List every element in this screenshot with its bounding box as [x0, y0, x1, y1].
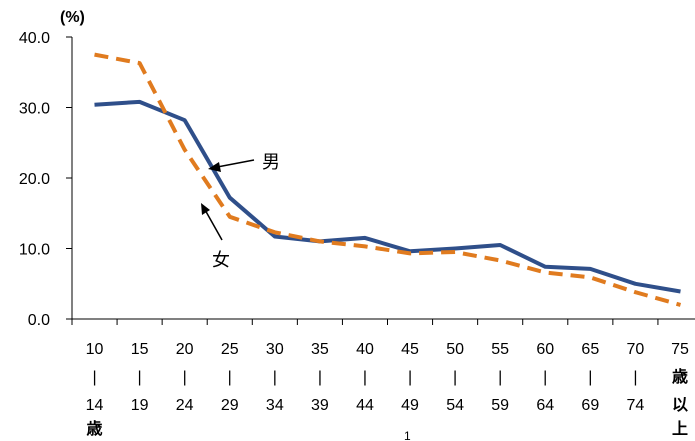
- x-category-label-part: 39: [311, 397, 329, 414]
- x-category-label: 50 | 54: [446, 341, 464, 414]
- x-category-label-part: 60: [536, 341, 554, 358]
- female-arrow: [203, 207, 223, 241]
- x-category-label-part: 59: [491, 397, 509, 414]
- x-category-label-part: 75: [671, 341, 689, 358]
- x-category-label-part: 14: [86, 397, 104, 414]
- x-category-label-part: |: [138, 369, 142, 386]
- x-category-label-part: 歳: [672, 367, 688, 386]
- x-category-label-part: 44: [356, 397, 374, 414]
- x-category-label-part: 20: [176, 341, 194, 358]
- x-category-label-part: |: [408, 369, 412, 386]
- x-category-label: 30 | 34: [266, 341, 284, 414]
- x-category-label-part: |: [92, 369, 96, 386]
- x-category-label-part: 24: [176, 397, 194, 414]
- female-arrowhead-icon: [201, 203, 210, 215]
- male-label: 男: [262, 152, 280, 173]
- x-category-label-part: 49: [401, 397, 419, 414]
- y-tick-label: 10.0: [19, 242, 50, 259]
- x-category-label-part: 29: [221, 397, 239, 414]
- y-tick-label: 20.0: [19, 171, 50, 188]
- y-tick-label: 40.0: [19, 30, 50, 47]
- x-category-label: 10 | 14 歳: [86, 341, 104, 438]
- x-category-label: 75 歳以上: [671, 341, 689, 438]
- x-category-label: 20 | 24: [176, 341, 194, 414]
- x-category-label-part: 69: [581, 397, 599, 414]
- x-category-label-part: 25: [221, 341, 239, 358]
- axes: [66, 36, 695, 325]
- x-category-label: 70 | 74: [626, 341, 644, 414]
- x-category-label-part: 30: [266, 341, 284, 358]
- x-category-label: 15 | 19: [131, 341, 149, 414]
- y-tick-label: 0.0: [28, 312, 50, 329]
- x-category-label-part: |: [318, 369, 322, 386]
- x-category-label-part: 50: [446, 341, 464, 358]
- female-label: 女: [212, 250, 230, 271]
- x-category-label: 45 | 49: [401, 341, 419, 414]
- footnote: 1: [404, 429, 411, 441]
- x-category-label-part: 45: [401, 341, 419, 358]
- x-category-label-part: 19: [131, 397, 149, 414]
- x-category-label-part: 74: [626, 397, 644, 414]
- y-unit-label: (%): [60, 9, 85, 26]
- x-category-label-part: 35: [311, 341, 329, 358]
- x-category-label: 60 | 64: [536, 341, 554, 414]
- x-category-labels: 10|14歳15|1920|2425|2930|3435|3940|4445|4…: [86, 341, 689, 438]
- x-category-label-part: 以: [672, 396, 688, 414]
- x-category-label: 25 | 29: [221, 341, 239, 414]
- x-category-label-part: |: [363, 369, 367, 386]
- x-category-label-part: 64: [536, 397, 554, 414]
- x-category-label-part: |: [228, 369, 232, 386]
- x-category-label-part: 10: [86, 341, 104, 358]
- x-category-label-part: |: [543, 369, 547, 386]
- x-category-label-part: 54: [446, 397, 464, 414]
- x-category-label-part: |: [183, 369, 187, 386]
- x-category-label-part: 65: [581, 341, 599, 358]
- x-category-label: 35 | 39: [311, 341, 329, 414]
- x-category-label-part: 歳: [87, 419, 103, 438]
- x-category-label-part: |: [633, 369, 637, 386]
- x-category-label-part: 55: [491, 341, 509, 358]
- male-arrowhead-icon: [208, 162, 221, 172]
- y-tick-label: 30.0: [19, 101, 50, 118]
- x-category-label-part: |: [453, 369, 457, 386]
- x-category-label-part: |: [273, 369, 277, 386]
- series-line-female: [94, 52, 682, 307]
- y-tick-labels: 0.0 10.0 20.0 30.0 40.0: [19, 30, 50, 329]
- x-category-label-part: 70: [626, 341, 644, 358]
- series-lines: [94, 52, 682, 307]
- x-category-label: 65 | 69: [581, 341, 599, 414]
- x-category-label-part: 15: [131, 341, 149, 358]
- x-category-label: 40 | 44: [356, 341, 374, 414]
- x-category-label-part: 40: [356, 341, 374, 358]
- x-category-label-part: |: [588, 369, 592, 386]
- x-category-label-part: |: [498, 369, 502, 386]
- series-line-male: [94, 99, 681, 294]
- x-category-label: 55 | 59: [491, 341, 509, 414]
- x-category-label-part: 上: [672, 420, 688, 438]
- annotations: 男 女: [201, 152, 280, 271]
- x-category-label-part: 34: [266, 397, 284, 414]
